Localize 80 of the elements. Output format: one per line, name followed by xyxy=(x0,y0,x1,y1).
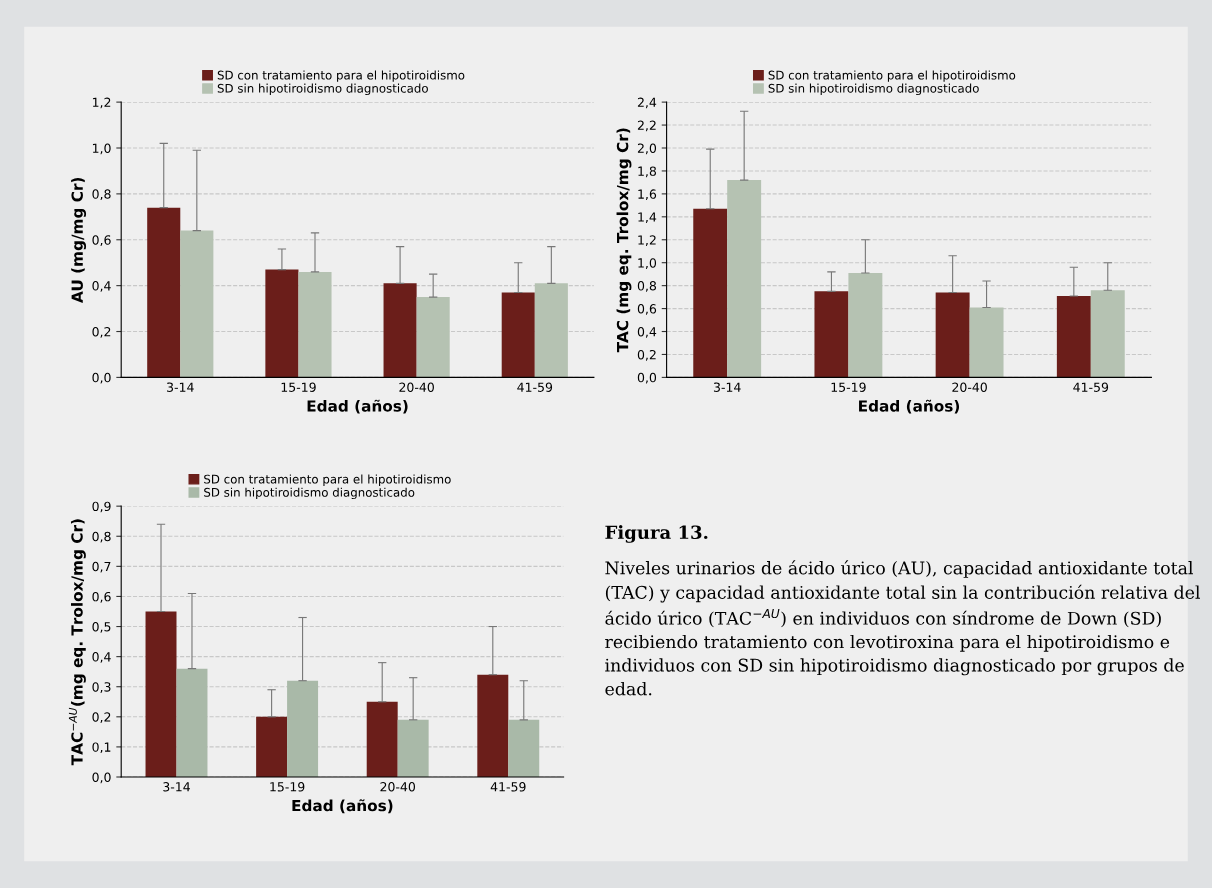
y-tick-label: 0,0 xyxy=(92,372,111,384)
x-tick-label: 3-14 xyxy=(163,782,190,792)
bar xyxy=(147,207,181,378)
bar xyxy=(383,283,417,378)
y-tick-label: 0,8 xyxy=(92,189,111,201)
bar xyxy=(848,273,883,378)
bar xyxy=(501,292,535,378)
y-tick-label: 0,4 xyxy=(637,326,657,338)
x-axis-title: Edad (años) xyxy=(307,399,408,414)
text: Figura 13. xyxy=(605,525,708,543)
x-tick-label: 15-19 xyxy=(270,782,305,792)
y-tick-label: 0,6 xyxy=(637,304,657,315)
bar xyxy=(176,668,208,777)
legend-label: SD sin hipotiroidismo diagnosticado xyxy=(217,83,428,96)
x-tick-label: 41-59 xyxy=(517,382,553,392)
bar xyxy=(727,180,762,378)
y-tick-label: 2,4 xyxy=(637,97,657,109)
y-axis-title: TAC (mg eq. Trolox/mg Cr) xyxy=(616,128,632,353)
bar xyxy=(935,292,970,378)
legend-label: SD con tratamiento para el hipotiroidismo xyxy=(768,70,1016,82)
x-axis-title: Edad (años) xyxy=(859,399,960,414)
x-tick-label: 3-14 xyxy=(167,382,194,392)
y-tick-label: 0,2 xyxy=(92,326,111,338)
x-axis-title: Edad (años) xyxy=(292,799,393,814)
bar xyxy=(298,271,332,378)
y-tick-label: 0,2 xyxy=(92,712,111,724)
x-tick-label: 41-59 xyxy=(490,782,526,792)
y-tick-label: 0,2 xyxy=(637,349,656,361)
x-tick-label: 20-40 xyxy=(399,382,434,392)
x-tick-label: 15-19 xyxy=(831,382,866,392)
y-tick-label: 0,1 xyxy=(92,742,111,754)
bar xyxy=(256,716,288,777)
y-tick-label: 1,0 xyxy=(638,258,657,269)
y-tick-label: 2,2 xyxy=(637,120,656,132)
y-axis-title: AU (mg/mg Cr) xyxy=(71,177,87,303)
bar xyxy=(366,701,398,777)
bar xyxy=(693,208,728,378)
y-tick-label: 1,2 xyxy=(92,97,111,109)
y-tick-label: 0,0 xyxy=(637,372,657,384)
y-tick-label: 0,4 xyxy=(92,281,111,292)
bar xyxy=(969,307,1004,378)
y-axis-title: TAC$^{−AU}$(mg eq. Trolox/mg Cr) xyxy=(68,519,86,766)
x-tick-label: 41-59 xyxy=(1073,382,1109,392)
y-tick-label: 0,5 xyxy=(92,622,111,633)
x-tick-label: 20-40 xyxy=(380,782,416,792)
y-tick-label: 0,0 xyxy=(92,772,111,784)
y-tick-label: 0,4 xyxy=(92,652,111,663)
bar xyxy=(265,269,299,378)
bar xyxy=(1056,295,1091,378)
bar xyxy=(534,283,568,378)
y-tick-label: 0,6 xyxy=(92,591,111,603)
x-tick-label: 3-14 xyxy=(713,382,741,392)
legend-label: SD sin hipotiroidismo diagnosticado xyxy=(768,83,979,96)
y-tick-label: 1,6 xyxy=(638,189,657,201)
bar xyxy=(477,674,509,777)
y-tick-label: 2,0 xyxy=(637,143,657,155)
legend-label: SD con tratamiento para el hipotiroidismo xyxy=(217,70,465,82)
y-tick-label: 0,7 xyxy=(92,561,111,573)
y-tick-label: 0,6 xyxy=(92,235,111,246)
x-tick-label: 20-40 xyxy=(952,382,987,392)
bar xyxy=(1090,290,1125,378)
legend-label: SD sin hipotiroidismo diagnosticado xyxy=(204,487,415,500)
y-tick-label: 1,2 xyxy=(638,235,656,246)
bar xyxy=(287,680,319,777)
bar xyxy=(814,291,849,378)
y-tick-label: 1,0 xyxy=(92,143,111,155)
y-tick-label: 0,8 xyxy=(92,531,111,543)
y-tick-label: 1,8 xyxy=(638,166,657,178)
y-tick-label: 1,4 xyxy=(638,212,657,224)
bar xyxy=(508,719,540,777)
y-tick-label: 0,9 xyxy=(92,501,111,513)
bar xyxy=(416,297,450,378)
bar xyxy=(180,230,214,378)
y-tick-label: 0,3 xyxy=(92,682,111,693)
legend-label: SD con tratamiento para el hipotiroidismo xyxy=(204,474,451,486)
bar xyxy=(145,611,177,777)
y-tick-label: 0,8 xyxy=(637,281,657,292)
x-tick-label: 15-19 xyxy=(281,382,316,392)
bar xyxy=(397,719,429,777)
text: Niveles urinarios de ácido úrico (AU), capacidad antioxidante total (TAC) y capacidad antioxidante total sin la contribución relativa del ácido úrico (TAC$^{−AU}$) en individuos con síndrome de Down (SD) recibiendo tratamiento con levotiroxina para el hipotiroidismo e individuos con SD sin hipotiroidismo diagnosticado por grupos de edad. xyxy=(605,560,1200,696)
